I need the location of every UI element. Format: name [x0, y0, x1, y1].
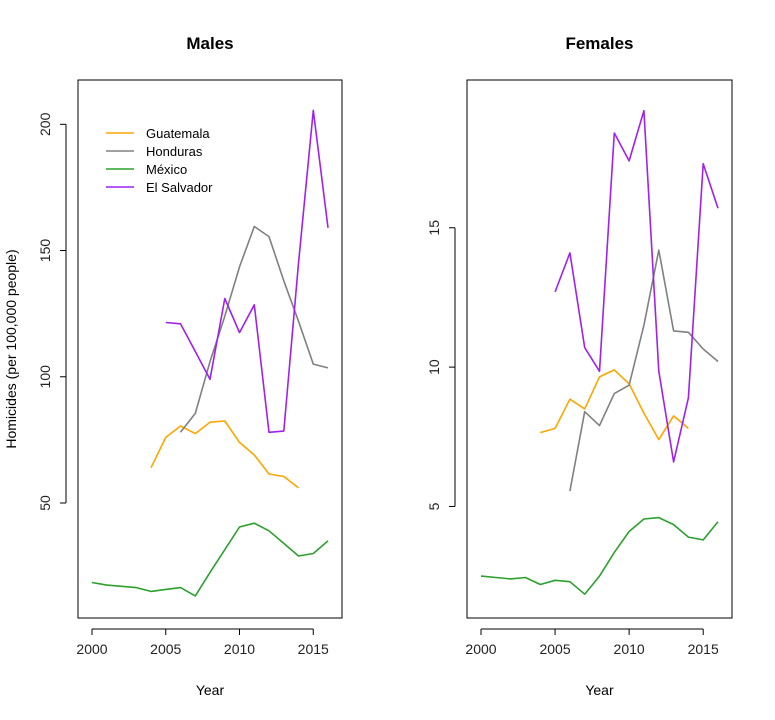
x-tick-label: 2010: [224, 641, 255, 657]
plot-frame: [466, 79, 733, 619]
x-axis-label: Year: [585, 682, 614, 698]
legend-label: Guatemala: [146, 126, 210, 141]
y-tick-label: 150: [37, 239, 53, 263]
legend-label: El Salvador: [146, 180, 213, 195]
y-tick-label: 200: [37, 112, 53, 136]
y-axis: 50 100 150 200: [37, 112, 67, 511]
x-tick-label: 2005: [539, 641, 570, 657]
series-line-guatemala: [540, 369, 689, 441]
x-tick-label: 2005: [150, 641, 181, 657]
series-group: [480, 109, 719, 596]
chart-title: Females: [565, 34, 633, 53]
series-line-honduras: [179, 225, 329, 433]
panel-females: Females 2000 2005 2010 2015 Year 5 10 15: [426, 34, 733, 698]
chart-title: Males: [186, 34, 233, 53]
series-line-guatemala: [150, 420, 299, 489]
series-line-m-xico: [91, 522, 329, 597]
x-tick-label: 2015: [688, 641, 719, 657]
x-tick-label: 2000: [76, 641, 107, 657]
y-tick-label: 10: [426, 359, 442, 375]
y-axis: 5 10 15: [426, 220, 456, 510]
panel-males: Males 2000 2005 2010 2015 Year 50 100 150 200 Homi…: [3, 34, 343, 698]
x-tick-label: 2010: [614, 641, 645, 657]
y-tick-label: 100: [37, 365, 53, 389]
series-line-honduras: [569, 249, 719, 492]
legend: Guatemala Honduras México El Salvador: [106, 126, 213, 195]
y-tick-label: 50: [37, 495, 53, 511]
y-tick-label: 15: [426, 220, 442, 236]
x-tick-label: 2000: [465, 641, 496, 657]
plot-frame: [77, 79, 343, 619]
x-tick-label: 2015: [298, 641, 329, 657]
y-axis-label: Homicides (per 100,000 people): [3, 249, 19, 448]
y-tick-label: 5: [426, 502, 442, 510]
x-axis: 2000 2005 2010 2015: [465, 628, 719, 657]
series-line-el-salvador: [554, 109, 719, 463]
x-axis: 2000 2005 2010 2015: [76, 628, 329, 657]
series-line-el-salvador: [165, 109, 329, 434]
legend-label: México: [146, 162, 187, 177]
series-line-m-xico: [480, 516, 719, 596]
legend-label: Honduras: [146, 144, 203, 159]
x-axis-label: Year: [196, 682, 225, 698]
series-group: [91, 109, 329, 597]
